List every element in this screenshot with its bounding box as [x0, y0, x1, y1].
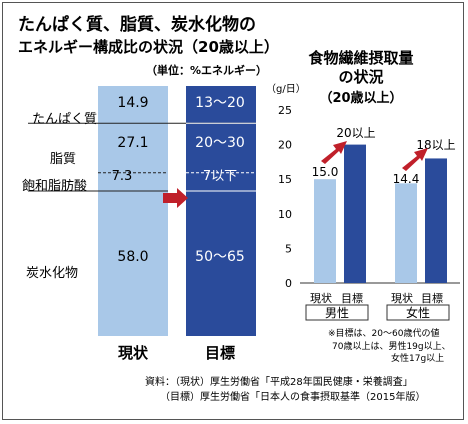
right-title-line2: の状況	[338, 68, 383, 86]
male-current-label: 現状	[310, 291, 332, 305]
row-label-saturated-fat: 飽和脂肪酸	[22, 178, 87, 194]
y-tick-label: 25	[278, 104, 292, 117]
male-target-label: 目標	[341, 291, 363, 305]
left-category-target: 目標	[205, 344, 235, 362]
female-current-label: 現状	[391, 291, 413, 305]
left-bars	[98, 86, 256, 336]
right-bars	[314, 144, 447, 283]
current-protein-value: 14.9	[117, 95, 148, 111]
left-arrow-icon	[163, 188, 188, 208]
left-title-line1: たんぱく質、脂質、炭水化物の	[18, 14, 256, 35]
current-bar	[98, 86, 168, 336]
y-tick-label: 15	[278, 173, 292, 186]
female-group-label: 女性	[406, 305, 430, 320]
female-target-label: 目標	[421, 291, 443, 305]
source-line2: （目標）厚生労働省「日本人の食事摂取基準（2015年版）	[160, 390, 425, 403]
note-line2: 70歳以上は、男性19g以上、	[332, 340, 451, 352]
row-label-fat: 脂質	[50, 152, 76, 167]
left-divider-lines	[28, 122, 256, 192]
left-category-current: 現状	[118, 344, 149, 362]
male-current-bar	[314, 179, 336, 283]
figure-frame	[2, 2, 464, 420]
note-line1: ※目標は、20〜60歳代の値	[328, 327, 439, 339]
female-arrow-icon	[402, 148, 428, 171]
row-label-carbohydrate: 炭水化物	[26, 266, 78, 281]
male-current-value: 15.0	[312, 165, 339, 179]
female-current-value: 14.4	[393, 172, 420, 186]
male-group-label: 男性	[325, 306, 349, 320]
left-unit: （単位：%エネルギー）	[146, 63, 267, 77]
male-group-box	[305, 304, 369, 321]
source-line1: 資料：（現状）厚生労働省「平成28年国民健康・栄養調査」	[145, 375, 413, 388]
y-tick-label: 5	[285, 242, 292, 255]
right-title-line3: （20歳以上）	[319, 90, 402, 106]
row-label-protein: たんぱく質	[32, 112, 97, 127]
y-tick-label: 10	[278, 208, 292, 221]
target-saturated-value: 7以下	[203, 169, 237, 184]
target-protein-value: 13〜20	[195, 95, 245, 111]
right-title-line1: 食物繊維摂取量	[308, 49, 413, 67]
current-carb-value: 58.0	[117, 249, 148, 265]
female-group-box	[386, 304, 450, 321]
right-y-unit: （g/日）	[266, 83, 306, 95]
y-tick-label: 20	[278, 139, 292, 152]
current-saturated-value: 7.3	[112, 169, 133, 184]
left-title-line2: エネルギー構成比の状況（20歳以上）	[18, 38, 279, 56]
female-target-bar	[425, 158, 447, 283]
male-target-bar	[344, 144, 366, 283]
target-fat-value: 20〜30	[195, 135, 245, 151]
female-target-value: 18以上	[416, 138, 455, 152]
right-y-axis: 0 5 10 15 20 25	[278, 104, 460, 290]
female-current-bar	[395, 183, 417, 283]
current-fat-value: 27.1	[117, 135, 148, 151]
note-line3: 女性17g以上	[391, 352, 444, 364]
male-target-value: 20以上	[336, 126, 375, 140]
target-bar	[186, 86, 256, 336]
male-arrow-icon	[321, 141, 347, 164]
target-carb-value: 50〜65	[195, 249, 245, 265]
y-tick-label: 0	[285, 277, 292, 290]
